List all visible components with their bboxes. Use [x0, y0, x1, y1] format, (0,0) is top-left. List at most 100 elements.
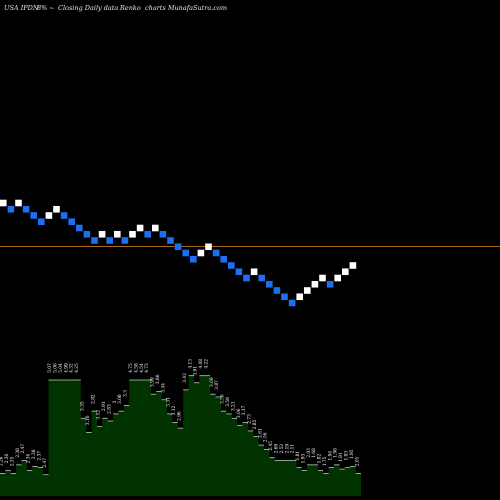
volume-label: 2.85	[253, 420, 258, 430]
volume-label: 2.45	[269, 441, 274, 451]
renko-brick-down	[190, 255, 197, 263]
volume-label: 2.47	[43, 458, 48, 468]
volume-label: 1.82	[318, 453, 323, 463]
renko-brick-up	[129, 230, 136, 238]
renko-brick-down	[83, 230, 91, 238]
renko-brick-down	[76, 224, 83, 232]
renko-brick-down	[106, 237, 113, 244]
volume-label: 4.08	[199, 359, 204, 369]
renko-brick-down	[144, 230, 151, 238]
volume-label: 2.73	[248, 414, 253, 424]
renko-brick-down	[326, 280, 334, 288]
renko-brick-up	[53, 205, 60, 213]
volume-label: 2.01	[355, 456, 360, 466]
volume-label: 3.56	[221, 394, 226, 404]
chart-credit: charts MunafaSutra.com	[145, 4, 228, 12]
volume-label: 3.91	[194, 366, 199, 376]
volume-label: 4.73	[145, 363, 150, 373]
ticker-label: USA IPDN	[4, 4, 39, 12]
volume-label: 3.43	[183, 373, 188, 383]
renko-brick-up	[45, 212, 53, 219]
renko-brick-down	[91, 237, 98, 244]
renko-brick-down	[38, 218, 45, 226]
volume-label: 2.38	[32, 449, 37, 459]
renko-brick-down	[273, 287, 281, 294]
renko-brick-down	[228, 262, 235, 269]
volume-label: 3.3	[124, 390, 129, 397]
volume-label: 4.58	[134, 363, 139, 373]
volume-label: 2.36	[27, 453, 32, 463]
renko-brick-down	[258, 274, 265, 282]
renko-brick-down	[68, 218, 75, 226]
renko-brick-down	[182, 249, 189, 257]
renko-brick-up	[152, 224, 159, 232]
volume-label: 3.16	[86, 415, 91, 425]
renko-brick-up	[304, 287, 311, 294]
volume-label: 3.44	[161, 383, 166, 393]
renko-brick-up	[15, 199, 22, 207]
renko-brick-down	[174, 243, 182, 251]
volume-label: 3.06	[237, 408, 242, 418]
volume-label: 3.21	[231, 401, 236, 411]
volume-label: 2.52	[280, 444, 285, 454]
volume-label: 2.36	[5, 453, 10, 463]
volume-label: 4.54	[140, 363, 145, 373]
renko-brick-down	[220, 255, 227, 263]
renko-brick-down	[159, 230, 167, 238]
volume-label: 3.35	[81, 401, 86, 411]
renko-brick-down	[266, 280, 273, 288]
renko-brick-down	[30, 212, 37, 219]
volume-label: 3.17	[242, 405, 247, 415]
volume-label: 3.58	[226, 397, 231, 407]
volume-label: 3.69	[210, 377, 215, 387]
volume-label: 3.12	[172, 405, 177, 415]
volume-label: 3.08	[118, 394, 123, 404]
renko-brick-down	[281, 293, 288, 301]
volume-label: 2.19	[285, 444, 290, 454]
volume-label: 1.94	[328, 451, 333, 461]
change-percent: 8%	[37, 4, 48, 12]
renko-brick-up	[296, 293, 303, 301]
renko-brick-up	[349, 262, 357, 269]
volume-label: 3	[113, 400, 118, 403]
volume-label: 4.32	[70, 363, 75, 373]
renko-brick-up	[98, 230, 106, 238]
renko-brick-down	[167, 237, 174, 244]
volume-label: 1.75	[323, 456, 328, 466]
volume-label: 1.95	[350, 449, 355, 459]
renko-brick-down	[22, 205, 30, 213]
renko-brick-up	[311, 280, 319, 288]
volume-label: 4.13	[188, 359, 193, 369]
volume-label: 2.37	[37, 451, 42, 461]
chart-kind: Renko	[120, 4, 141, 12]
volume-label: 5.06	[54, 363, 59, 373]
renko-brick-down	[243, 274, 250, 282]
volume-label: 2.03	[307, 448, 312, 458]
volume-label: 5.07	[48, 363, 53, 373]
volume-label: 2.35	[10, 456, 15, 466]
volume-label: 1.93	[301, 453, 306, 463]
volume-label: 4.99	[64, 363, 69, 373]
renko-brick-down	[235, 268, 243, 276]
volume-label: 3.99	[151, 377, 156, 387]
volume-label: 2.82	[91, 394, 96, 404]
renko-brick-up	[114, 230, 121, 238]
volume-label: 2.11	[291, 444, 296, 454]
renko-brick-up	[197, 249, 205, 257]
volume-label: 2.61	[258, 428, 263, 438]
renko-brick-up	[319, 274, 326, 282]
volume-label: 1.91	[339, 452, 344, 462]
volume-label: 2.91	[102, 401, 107, 411]
renko-brick-up	[205, 243, 212, 251]
volume-label: 4.22	[204, 359, 209, 369]
chart-description: Closing Daily data	[58, 4, 119, 12]
volume-label: 1.68	[312, 448, 317, 458]
volume-label: 3.86	[156, 374, 161, 384]
volume-label: 3.31	[167, 397, 172, 407]
renko-brick-up	[136, 224, 144, 232]
renko-brick-down	[212, 249, 220, 257]
volume-label: 2.69	[274, 444, 279, 454]
volume-label: 2.47	[21, 444, 26, 454]
volume-label: 1.93	[345, 451, 350, 461]
